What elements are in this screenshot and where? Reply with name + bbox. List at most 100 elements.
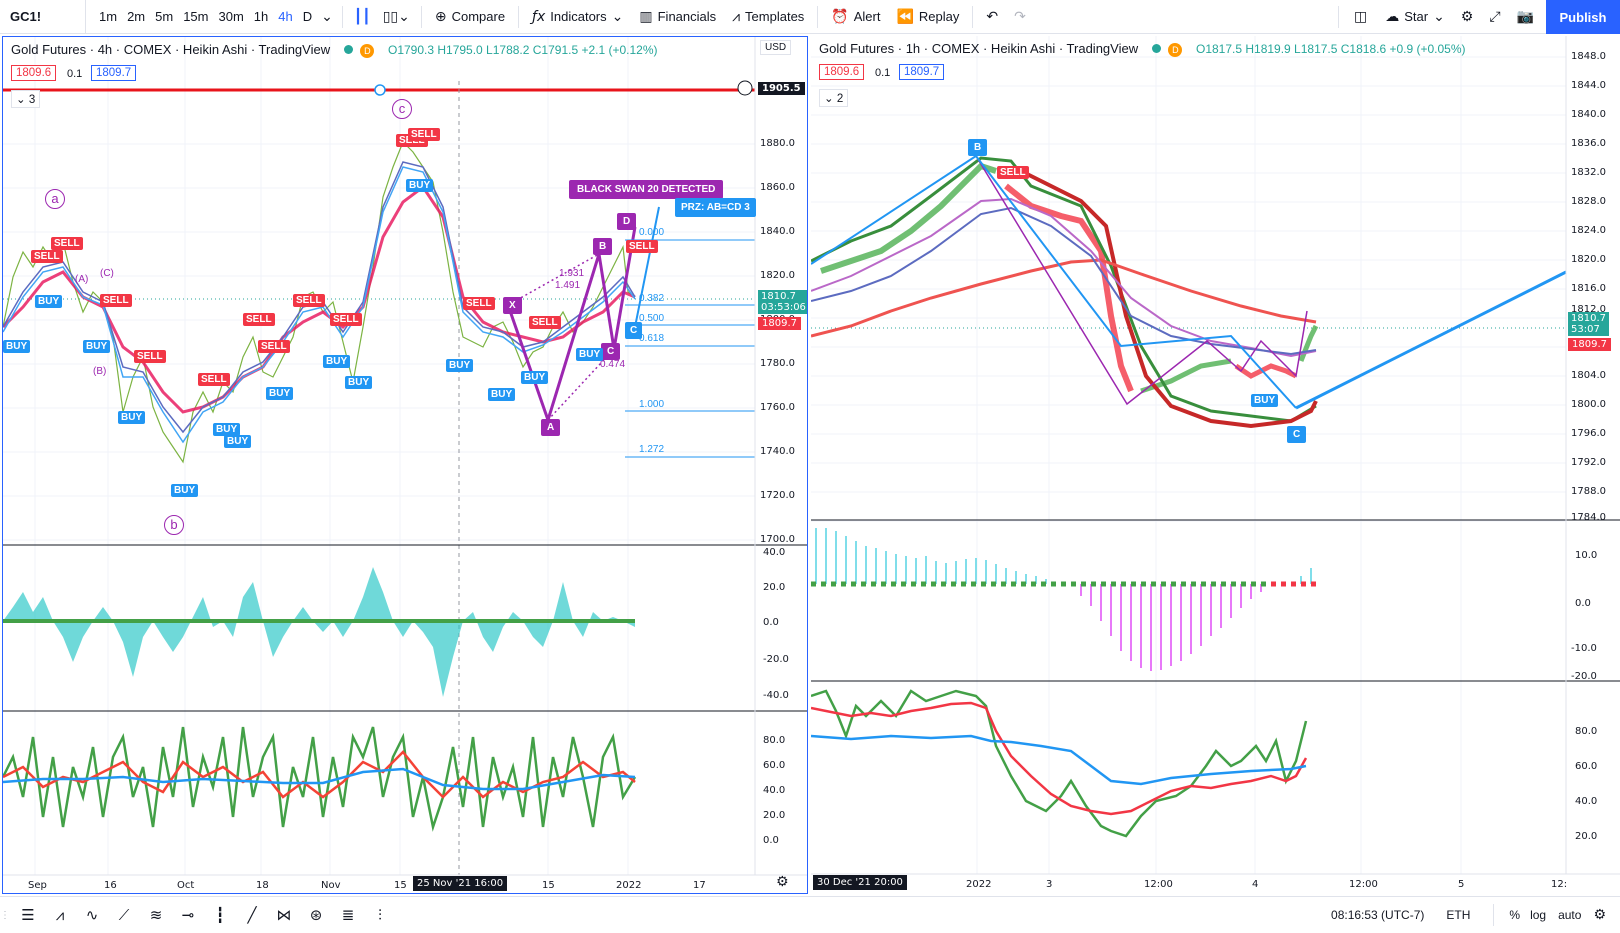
rsi-tick: 40.0: [1575, 796, 1598, 807]
trend-line-icon[interactable]: ⟋: [118, 906, 130, 924]
right-spread: 0.1: [875, 67, 891, 79]
alert-button[interactable]: ⏰ Alert: [823, 0, 888, 34]
left-collapse-toggle[interactable]: ⌄ 3: [11, 90, 41, 108]
left-chart-svg[interactable]: [3, 37, 808, 894]
drag-handle[interactable]: ⋮: [0, 909, 10, 921]
financials-button[interactable]: ▥ Financials: [631, 0, 724, 34]
crosshair-time: 16:00: [474, 878, 504, 889]
menu-icon[interactable]: ☰: [21, 906, 35, 924]
sell-signal: SELL: [258, 340, 290, 353]
left-chart-legend[interactable]: Gold Futures · 4h · COMEX · Heikin Ashi …: [11, 42, 658, 58]
cloud-icon: ☁: [1385, 8, 1400, 25]
fullscreen-icon[interactable]: ⤢: [1489, 8, 1501, 25]
time-tick: 12:00: [1349, 879, 1378, 890]
timeframe-2m[interactable]: 2m: [127, 8, 146, 24]
right-chart-title[interactable]: Gold Futures · 1h · COMEX · Heikin Ashi …: [819, 41, 1139, 56]
pattern-point-x: X: [503, 297, 522, 314]
layout-icon[interactable]: ◫: [1353, 8, 1368, 25]
left-bid[interactable]: 1809.6: [11, 65, 57, 81]
price-tick: 1780.0: [760, 358, 795, 369]
separator: [1337, 5, 1339, 28]
price-tick: 1880.0: [760, 138, 795, 149]
wave-label-C: (C): [100, 268, 114, 279]
network-icon[interactable]: ⋈: [276, 906, 292, 924]
spiral-icon[interactable]: ⊛: [309, 906, 323, 924]
timeframe-1m[interactable]: 1m: [99, 8, 118, 24]
candles-tool-icon[interactable]: ┇: [215, 906, 225, 924]
status-dot-icon: [343, 45, 353, 54]
clock-time[interactable]: 08:16:53 (UTC-7): [1331, 908, 1425, 922]
osc-tick: 0.0: [763, 617, 779, 628]
osc-tick: 40.0: [763, 547, 786, 558]
right-oscillator-bars: [811, 528, 1316, 671]
redo-icon[interactable]: ↷: [1014, 8, 1026, 25]
sell-signal: SELL: [51, 237, 83, 250]
right-chart-pane[interactable]: Gold Futures · 1h · COMEX · Heikin Ashi …: [811, 36, 1620, 894]
right-chart-svg[interactable]: [811, 36, 1620, 894]
wave-label-c: c: [392, 99, 412, 119]
timeframe-5m[interactable]: 5m: [155, 8, 174, 24]
osc-tick: -20.0: [763, 654, 789, 665]
gear-icon[interactable]: ⚙: [776, 874, 789, 890]
rsi-tick: 80.0: [1575, 726, 1598, 737]
right-chart-legend[interactable]: Gold Futures · 1h · COMEX · Heikin Ashi …: [819, 41, 1466, 57]
gear-icon[interactable]: ⚙: [1593, 907, 1606, 923]
gear-icon[interactable]: ⚙: [1460, 8, 1474, 25]
buy-signal: BUY: [345, 376, 373, 389]
time-tick: Oct: [177, 880, 195, 891]
elliott-wave-icon[interactable]: ∿: [85, 906, 99, 924]
right-ask[interactable]: 1809.7: [899, 64, 945, 80]
templates-label: Templates: [745, 9, 805, 24]
percent-toggle[interactable]: %: [1509, 908, 1521, 922]
log-toggle[interactable]: log: [1530, 908, 1547, 922]
replay-button[interactable]: ⏪ Replay: [888, 0, 967, 34]
compare-label: Compare: [451, 9, 506, 24]
auto-toggle[interactable]: auto: [1558, 908, 1582, 922]
fib-retracement-icon[interactable]: ≣: [341, 906, 355, 924]
buy-signal: C: [625, 322, 643, 339]
left-chart-title[interactable]: Gold Futures · 4h · COMEX · Heikin Ashi …: [11, 42, 331, 57]
undo-icon[interactable]: ↶: [986, 8, 999, 25]
price-tick: 1820.0: [760, 270, 795, 281]
horizontal-line-icon[interactable]: ⊸: [181, 906, 195, 924]
timeframe-D[interactable]: D: [302, 8, 313, 24]
star-button[interactable]: ☁ Star ⌄: [1377, 0, 1453, 34]
templates-button[interactable]: ⩘ Templates: [724, 0, 812, 34]
right-collapse-toggle[interactable]: ⌄ 2: [819, 89, 849, 107]
timeframe-4h[interactable]: 4h: [278, 8, 293, 24]
parallel-channel-icon[interactable]: ≋: [149, 906, 163, 924]
price-tick: 1784.0: [1571, 512, 1606, 523]
session-toggle[interactable]: ETH: [1446, 908, 1471, 922]
currency-select[interactable]: USD: [760, 40, 792, 55]
price-tick: 1840.0: [1571, 109, 1606, 120]
indicators-button[interactable]: ƒx Indicators ⌄: [524, 0, 631, 34]
sell-signal: SELL: [529, 316, 561, 329]
timeframe-15m[interactable]: 15m: [183, 8, 209, 24]
price-tick: 1700.0: [760, 534, 795, 545]
camera-icon[interactable]: 📷: [1516, 8, 1534, 25]
left-chart-pane[interactable]: Gold Futures · 4h · COMEX · Heikin Ashi …: [2, 36, 808, 894]
timeframe-1h[interactable]: 1h: [253, 8, 269, 24]
right-bid[interactable]: 1809.6: [819, 64, 865, 80]
fib-level: 1.272: [639, 444, 665, 455]
candles-icon[interactable]: ▯▯⌄: [382, 8, 410, 25]
pattern-xabcd-icon[interactable]: ⩘: [55, 906, 65, 924]
price-tick: 1804.0: [1571, 370, 1606, 381]
fib-extension-icon[interactable]: ⫶: [378, 906, 382, 924]
buy-signal: BUY: [171, 484, 199, 497]
bar-chart-icon[interactable]: ┃┃: [353, 8, 371, 25]
time-crosshair-tag: 30 Dec '21 20:00: [813, 875, 907, 890]
price-tick: 1788.0: [1571, 486, 1606, 497]
timeframe-30m[interactable]: 30m: [218, 8, 244, 24]
chevron-down-icon[interactable]: ⌄: [321, 8, 333, 25]
ray-icon[interactable]: ╱: [247, 906, 257, 924]
fib-level: 0.500: [639, 313, 665, 324]
symbol-search[interactable]: GC1!: [0, 0, 86, 34]
publish-button[interactable]: Publish: [1546, 0, 1620, 34]
compare-button[interactable]: ⊕ Compare: [427, 0, 513, 34]
rsi-tick: 0.0: [763, 835, 779, 846]
price-tick: 1740.0: [760, 446, 795, 457]
buy-signal: BUY: [576, 348, 604, 361]
left-ask[interactable]: 1809.7: [91, 65, 137, 81]
black-swan-label: BLACK SWAN 20 DETECTED: [569, 180, 724, 199]
